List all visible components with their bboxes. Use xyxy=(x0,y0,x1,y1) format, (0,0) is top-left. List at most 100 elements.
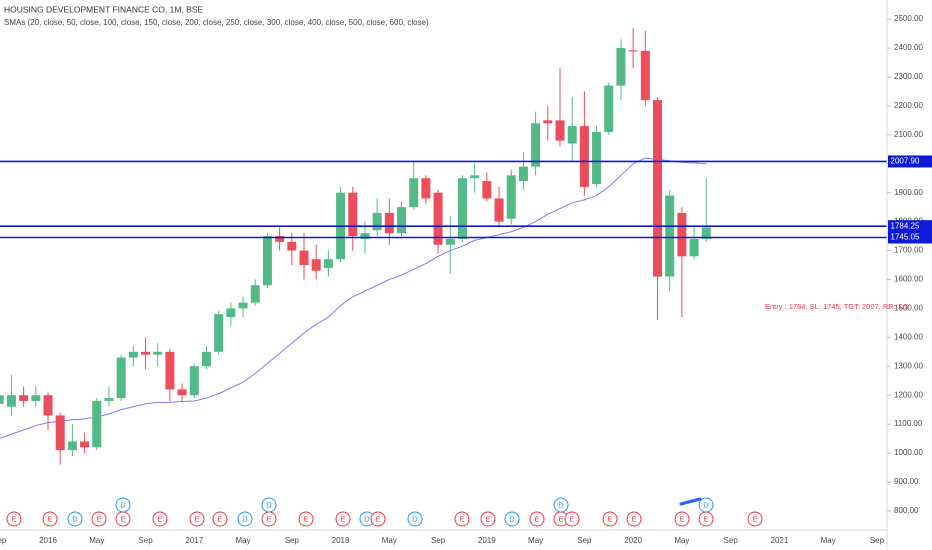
candle-body xyxy=(543,120,553,124)
event-marker xyxy=(370,511,386,527)
event-marker xyxy=(529,511,545,527)
y-tick-label: 2100.00 xyxy=(894,130,923,139)
indicator-legend: SMAs (20, close, 50, close, 100, close, … xyxy=(4,18,429,27)
candle-body xyxy=(579,126,589,187)
level-label: 1745.05 xyxy=(891,233,920,242)
candle-body xyxy=(201,351,211,367)
candle-body xyxy=(299,250,309,265)
candle-body xyxy=(518,166,528,182)
candle-body xyxy=(531,123,541,167)
event-label: E xyxy=(96,514,101,523)
event-label: E xyxy=(631,514,636,523)
event-label: E xyxy=(47,514,52,523)
x-tick-label: May xyxy=(89,536,104,545)
event-label: D xyxy=(72,514,78,523)
candle-body xyxy=(665,195,675,277)
y-tick-label: 2500.00 xyxy=(894,14,923,23)
candle-body xyxy=(238,302,248,309)
candle-body xyxy=(141,351,151,355)
event-label: E xyxy=(534,514,539,523)
event-label: E xyxy=(11,514,16,523)
x-tick-label: 2017 xyxy=(185,536,203,545)
y-tick-label: 2200.00 xyxy=(894,101,923,110)
level-label-box xyxy=(888,155,932,168)
event-marker xyxy=(602,511,618,527)
y-tick-label: 1200.00 xyxy=(894,390,923,399)
candle-body xyxy=(43,395,53,416)
event-marker xyxy=(298,511,314,527)
event-marker xyxy=(152,511,168,527)
candle-body xyxy=(592,131,602,184)
event-label: E xyxy=(375,514,380,523)
drawn-trendline xyxy=(679,497,702,506)
event-marker xyxy=(115,497,131,513)
x-tick-label: 2016 xyxy=(39,536,57,545)
event-label: E xyxy=(558,514,563,523)
candle-body xyxy=(433,192,443,245)
y-tick-label: 1000.00 xyxy=(894,448,923,457)
candle-body xyxy=(189,366,199,396)
event-marker xyxy=(674,511,690,527)
candle-body xyxy=(104,398,114,401)
x-tick-label: Sep xyxy=(724,536,739,545)
event-marker xyxy=(335,511,351,527)
candle-body xyxy=(323,259,333,268)
candle-body xyxy=(250,285,260,303)
candle-body xyxy=(494,198,504,222)
event-marker xyxy=(261,497,277,513)
event-label: E xyxy=(703,514,708,523)
x-tick-label: May xyxy=(821,536,836,545)
event-label: D xyxy=(703,500,709,509)
candle-body xyxy=(482,181,492,199)
event-marker xyxy=(454,511,470,527)
y-tick-label: 1600.00 xyxy=(894,275,923,284)
candle-body xyxy=(384,212,394,234)
y-tick-label: 1100.00 xyxy=(894,419,923,428)
candle-body xyxy=(701,227,711,239)
axes: 800.00 900.00 1000.00 1100.00 1200.00 1300.00… xyxy=(0,14,932,545)
candle-body xyxy=(177,389,187,396)
event-label: E xyxy=(157,514,162,523)
candle-body xyxy=(311,259,321,271)
candle-body xyxy=(262,236,272,286)
annotation: Entry : 1784, SL: 1745, TGT: 2007, RR: 1… xyxy=(765,302,908,311)
event-marker xyxy=(91,511,107,527)
candle-body xyxy=(275,236,285,242)
candle-body xyxy=(116,357,126,399)
event-marker xyxy=(237,511,253,527)
event-label: E xyxy=(485,514,490,523)
candle-body xyxy=(80,441,90,448)
candle-body xyxy=(128,351,138,358)
candle-body xyxy=(457,178,467,239)
y-tick-label: 800.00 xyxy=(894,506,919,515)
x-tick-label: May xyxy=(382,536,397,545)
candle-body xyxy=(397,207,407,234)
y-tick-label: 2400.00 xyxy=(894,43,923,52)
x-tick-label: Sep xyxy=(431,536,446,545)
x-tick-label: May xyxy=(235,536,250,545)
candle-body xyxy=(67,441,77,451)
y-tick-label: 1500.00 xyxy=(894,304,923,313)
event-label: E xyxy=(194,514,199,523)
event-label: D xyxy=(412,514,418,523)
plot-area xyxy=(0,27,887,465)
level-label: 2007.90 xyxy=(891,157,920,166)
candle-body xyxy=(0,395,4,404)
event-label: D xyxy=(120,500,126,509)
candle-body xyxy=(506,175,516,219)
candle-body xyxy=(287,241,297,251)
x-tick-label: Sep xyxy=(138,536,153,545)
candle-body xyxy=(348,192,358,237)
candle-body xyxy=(677,212,687,257)
event-marker xyxy=(6,511,22,527)
event-marker xyxy=(212,511,228,527)
y-tick-label: 2300.00 xyxy=(894,72,923,81)
event-marker xyxy=(564,511,580,527)
x-tick-label: Sep xyxy=(870,536,885,545)
candle-body xyxy=(226,308,236,318)
x-tick-label: 2018 xyxy=(332,536,350,545)
event-label: E xyxy=(217,514,222,523)
level-label-box xyxy=(888,220,932,233)
event-marker xyxy=(67,511,83,527)
